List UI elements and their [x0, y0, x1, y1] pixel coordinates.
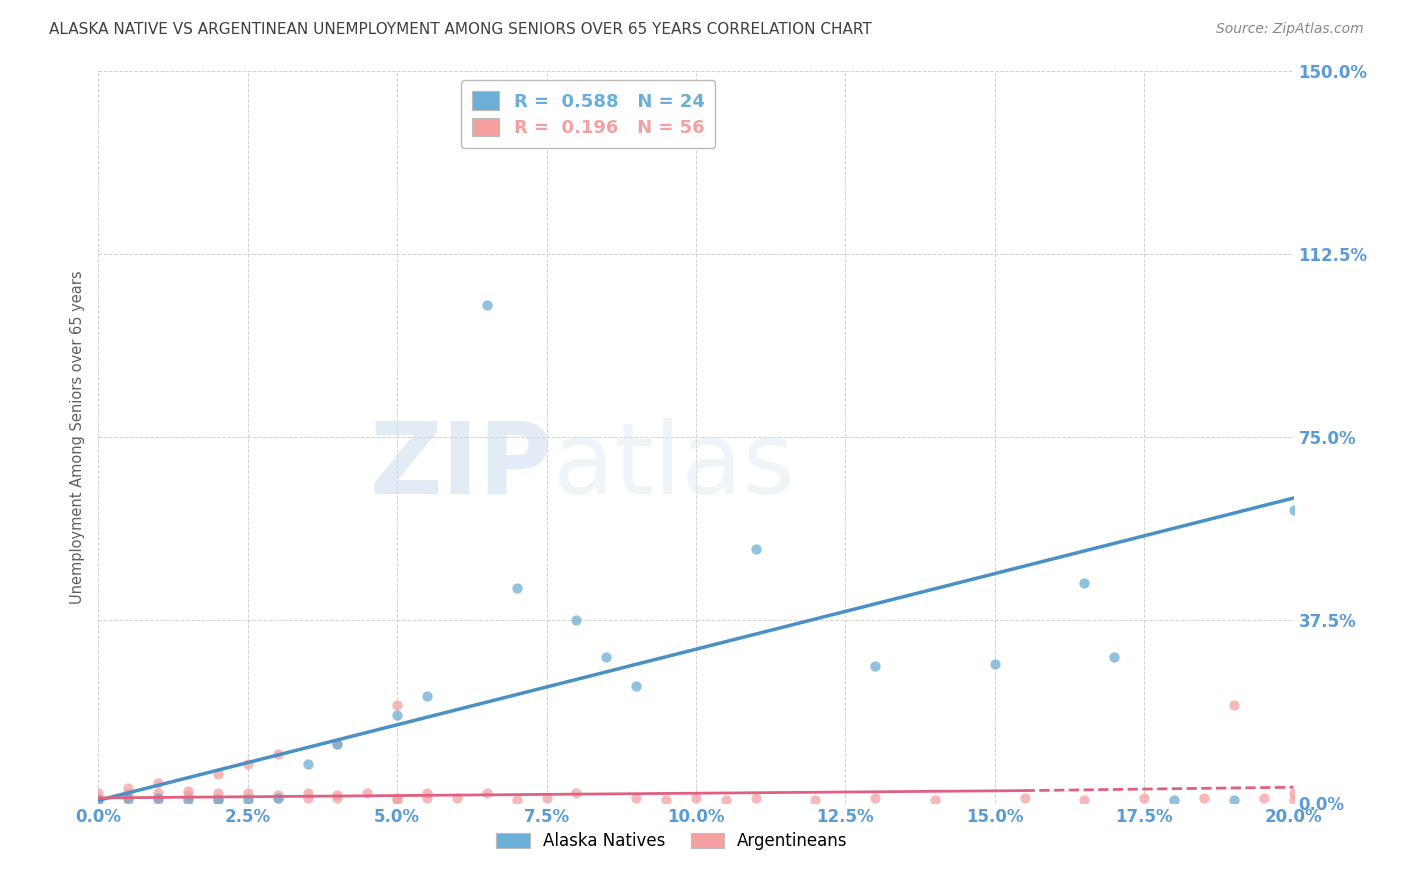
Point [595, 649, 617, 664]
Text: ALASKA NATIVE VS ARGENTINEAN UNEMPLOYMENT AMONG SENIORS OVER 65 YEARS CORRELATIO: ALASKA NATIVE VS ARGENTINEAN UNEMPLOYMEN… [49, 22, 872, 37]
Point [117, 786, 139, 800]
Point [565, 613, 588, 627]
Point [1073, 576, 1095, 591]
Point [267, 747, 290, 761]
Point [536, 791, 558, 805]
Point [446, 791, 468, 805]
Point [356, 786, 378, 800]
Point [1282, 503, 1305, 517]
Point [685, 791, 707, 805]
Point [87, 793, 110, 807]
Point [177, 793, 200, 807]
Point [117, 791, 139, 805]
Point [385, 708, 409, 723]
Point [1223, 793, 1246, 807]
Point [506, 581, 529, 595]
Point [1253, 791, 1275, 805]
Point [924, 793, 946, 807]
Point [207, 791, 229, 805]
Point [117, 793, 139, 807]
Point [148, 786, 170, 800]
Point [385, 791, 409, 805]
Point [1192, 791, 1215, 805]
Point [87, 793, 110, 807]
Point [87, 786, 110, 800]
Point [626, 791, 648, 805]
Point [1282, 793, 1305, 807]
Point [326, 737, 349, 751]
Point [1014, 791, 1036, 805]
Point [984, 657, 1007, 671]
Point [177, 791, 200, 805]
Point [236, 793, 259, 807]
Point [148, 793, 170, 807]
Point [416, 791, 439, 805]
Point [117, 781, 139, 796]
Point [626, 679, 648, 693]
Point [475, 786, 498, 800]
Point [745, 791, 768, 805]
Point [267, 791, 290, 805]
Point [207, 793, 229, 807]
Point [148, 791, 170, 805]
Point [117, 791, 139, 805]
Y-axis label: Unemployment Among Seniors over 65 years: Unemployment Among Seniors over 65 years [70, 270, 86, 604]
Point [385, 698, 409, 713]
Point [207, 766, 229, 780]
Point [177, 783, 200, 797]
Point [385, 793, 409, 807]
Point [1282, 786, 1305, 800]
Text: Source: ZipAtlas.com: Source: ZipAtlas.com [1216, 22, 1364, 37]
Point [1223, 698, 1246, 713]
Point [236, 786, 259, 800]
Point [506, 793, 529, 807]
Point [745, 542, 768, 557]
Point [326, 789, 349, 803]
Point [207, 793, 229, 807]
Point [804, 793, 827, 807]
Point [236, 756, 259, 771]
Text: ZIP: ZIP [370, 417, 553, 515]
Point [297, 791, 319, 805]
Point [416, 689, 439, 703]
Point [148, 791, 170, 805]
Point [87, 791, 110, 805]
Point [326, 737, 349, 751]
Point [1073, 793, 1095, 807]
Point [148, 776, 170, 790]
Point [177, 789, 200, 803]
Point [297, 786, 319, 800]
Point [207, 786, 229, 800]
Point [236, 791, 259, 805]
Point [865, 659, 887, 673]
Point [297, 756, 319, 771]
Point [416, 786, 439, 800]
Point [326, 791, 349, 805]
Point [565, 786, 588, 800]
Point [267, 791, 290, 805]
Text: atlas: atlas [553, 417, 794, 515]
Point [475, 298, 498, 312]
Point [267, 789, 290, 803]
Point [1133, 791, 1156, 805]
Legend: Alaska Natives, Argentineans: Alaska Natives, Argentineans [489, 825, 855, 856]
Point [1163, 793, 1185, 807]
Point [1104, 649, 1126, 664]
Point [655, 793, 678, 807]
Point [714, 793, 737, 807]
Point [865, 791, 887, 805]
